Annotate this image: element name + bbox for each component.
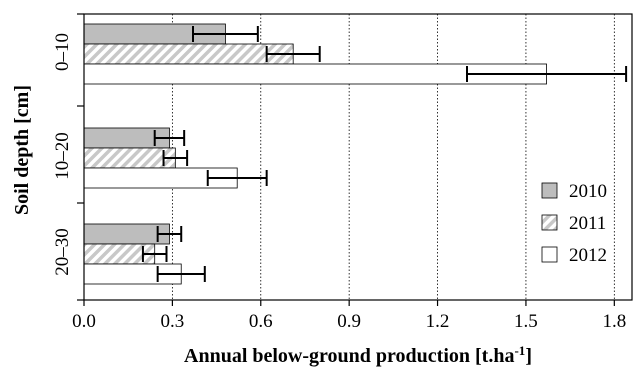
x-tick-label-3: 0.9 [337,311,361,332]
x-axis-title: Annual below-ground production [t.ha-1] [184,343,532,368]
x-tick-label-1: 0.3 [161,311,185,332]
bars-group [83,23,547,285]
legend-swatch-2010 [541,182,558,199]
x-tick-label-6: 1.8 [602,311,626,332]
y-tick-label-0: 0–10 [52,33,73,71]
legend-swatch-2011 [541,214,558,231]
x-tick-label-2: 0.6 [249,311,273,332]
legend-label-2012: 2012 [569,245,607,266]
legend: 2010 2011 2012 [541,181,607,266]
x-tick-label-5: 1.5 [514,311,538,332]
y-ticks: 0–10 10–20 20–30 [52,13,84,301]
bar-2010-2 [83,223,170,245]
x-axis-title-main: Annual below-ground production [t.ha [184,345,514,367]
x-tick-label-0: 0.0 [72,311,96,332]
x-axis-title-superscript: -1 [514,343,525,358]
legend-label-2010: 2010 [569,181,607,202]
legend-label-2011: 2011 [569,213,606,234]
y-tick-label-2: 20–30 [52,228,73,276]
error-bars-group [141,26,628,282]
bar-2011-0 [83,43,294,65]
x-axis-title-close: ] [525,345,532,367]
legend-swatch-2012 [541,246,558,263]
grid-lines [171,14,615,300]
x-ticks: 0.0 0.3 0.6 0.9 1.2 1.5 1.8 [72,300,626,332]
y-axis-title: Soil depth [cm] [11,85,33,215]
plot-frame [83,13,633,301]
y-tick-label-1: 10–20 [52,132,73,180]
x-tick-label-4: 1.2 [426,311,450,332]
bar-2011-1 [83,147,176,169]
